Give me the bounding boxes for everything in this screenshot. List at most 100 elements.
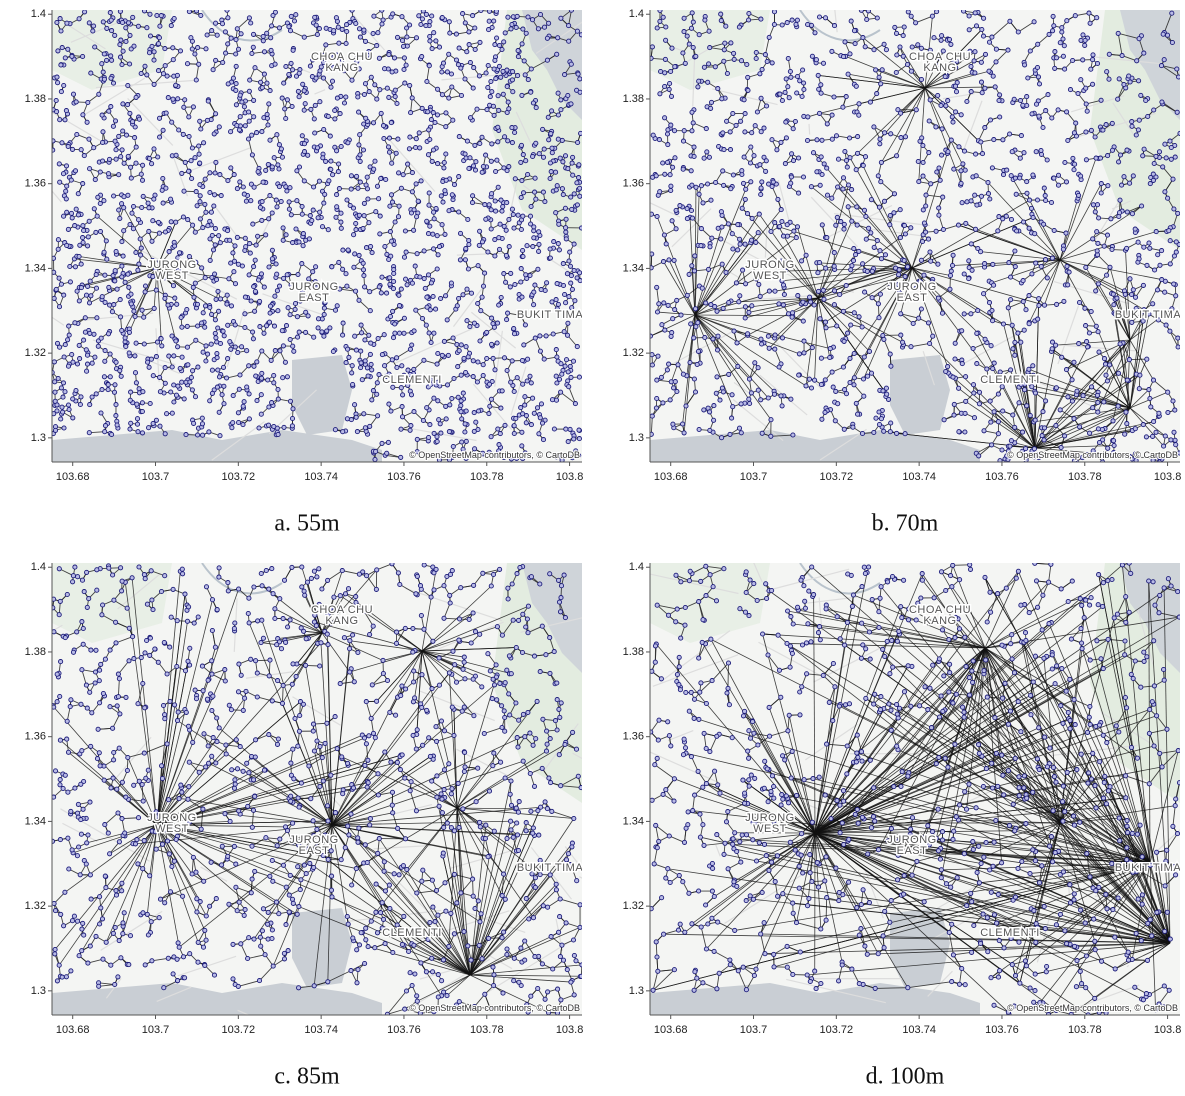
node <box>116 207 122 213</box>
node <box>200 432 206 438</box>
node <box>249 50 255 57</box>
node <box>532 175 538 181</box>
node <box>63 108 69 114</box>
reservoir <box>292 355 352 435</box>
node <box>578 32 582 38</box>
node <box>289 415 296 422</box>
node <box>211 131 217 137</box>
node <box>401 315 407 321</box>
edge <box>560 391 576 404</box>
node <box>554 306 560 312</box>
node <box>497 431 503 437</box>
road <box>494 330 504 387</box>
node <box>396 170 402 176</box>
node <box>427 223 433 229</box>
node <box>502 30 508 36</box>
node <box>331 64 337 70</box>
node <box>557 453 563 459</box>
node <box>272 348 278 354</box>
node <box>168 389 174 395</box>
node <box>455 394 461 400</box>
node <box>293 226 299 232</box>
node <box>524 243 530 249</box>
node <box>447 30 453 36</box>
node <box>132 370 139 376</box>
node <box>176 250 183 256</box>
node <box>251 184 257 190</box>
node <box>93 391 99 397</box>
node <box>56 161 62 167</box>
node <box>249 152 255 158</box>
node <box>427 376 434 383</box>
node <box>216 409 222 415</box>
node <box>409 170 415 176</box>
node <box>520 381 526 387</box>
node <box>118 154 124 160</box>
node <box>157 374 163 380</box>
road <box>70 21 121 43</box>
node <box>544 57 550 63</box>
node <box>195 432 201 438</box>
node <box>407 82 413 89</box>
hub-edge <box>96 215 158 269</box>
node <box>528 422 534 428</box>
node <box>362 358 368 364</box>
node <box>446 51 452 57</box>
node <box>92 44 98 50</box>
node <box>555 112 561 118</box>
node <box>157 134 163 140</box>
node <box>576 162 582 168</box>
node <box>217 433 223 439</box>
node <box>255 169 261 175</box>
hub-edge <box>156 267 229 280</box>
road <box>393 325 479 365</box>
node <box>371 13 377 19</box>
node <box>464 286 470 292</box>
node <box>395 214 402 220</box>
node <box>357 152 363 158</box>
node <box>295 271 301 278</box>
road <box>510 366 527 416</box>
node <box>513 415 519 422</box>
node <box>127 397 133 403</box>
node <box>425 231 432 237</box>
node <box>232 243 238 249</box>
node <box>491 66 497 72</box>
node <box>494 157 500 163</box>
node <box>421 276 427 282</box>
node <box>518 142 525 148</box>
node <box>466 241 472 248</box>
node <box>240 184 246 190</box>
node <box>405 367 411 373</box>
node <box>132 353 138 359</box>
node <box>74 361 81 367</box>
road <box>52 190 62 203</box>
node <box>224 292 230 298</box>
node <box>323 42 329 48</box>
node <box>144 72 150 78</box>
node <box>146 364 152 370</box>
node <box>424 304 430 310</box>
node <box>86 430 92 436</box>
node <box>478 308 484 314</box>
node <box>357 158 363 164</box>
node <box>190 368 196 374</box>
node <box>388 408 394 414</box>
node <box>565 92 571 99</box>
node <box>430 231 436 237</box>
node <box>344 283 350 289</box>
node <box>336 186 342 192</box>
node <box>451 182 458 188</box>
node <box>466 42 472 48</box>
node <box>97 169 103 175</box>
node <box>207 170 213 176</box>
node <box>556 247 562 253</box>
node <box>138 70 144 77</box>
node <box>418 21 424 28</box>
node <box>427 19 433 25</box>
node <box>251 264 257 270</box>
node <box>168 23 174 29</box>
node <box>217 240 223 246</box>
node <box>396 330 403 336</box>
node <box>343 94 349 100</box>
